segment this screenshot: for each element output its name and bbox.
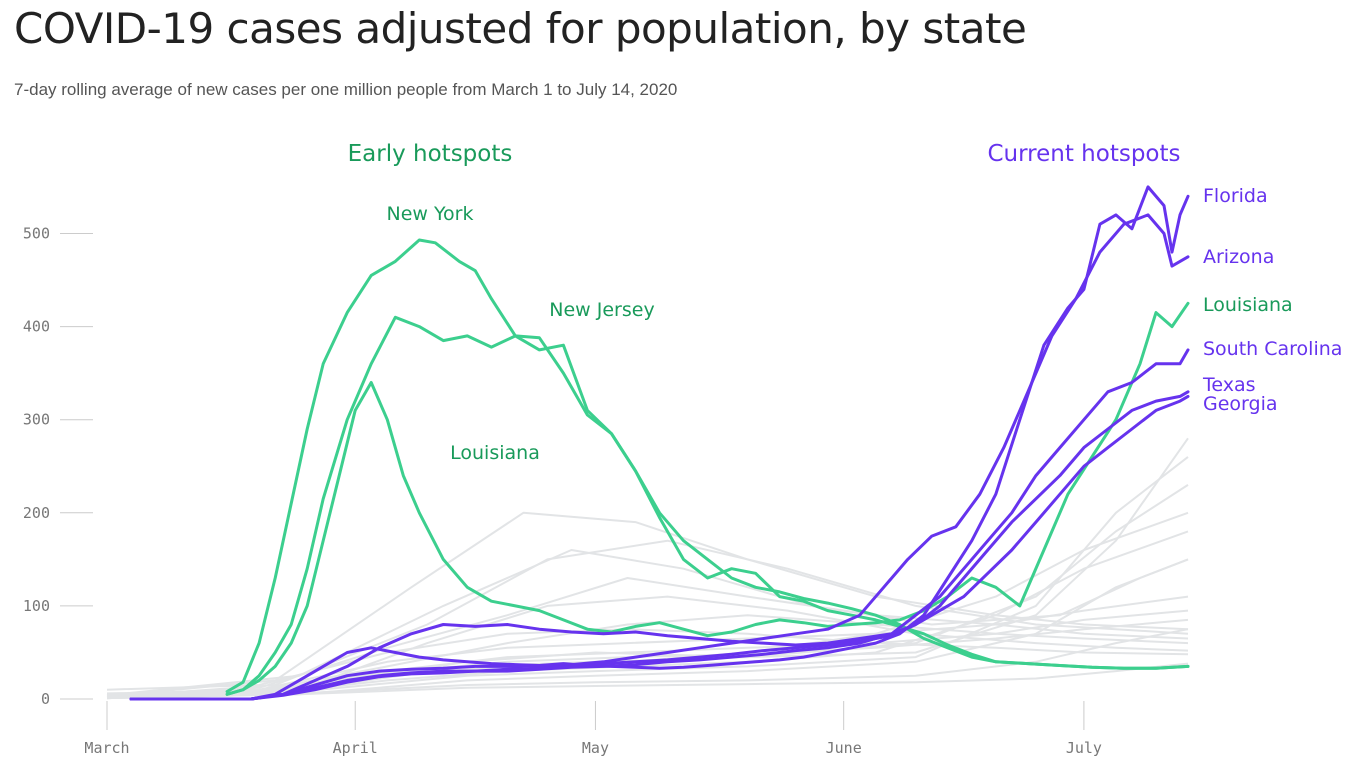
background-state-line (106, 595, 1189, 699)
louisiana-end-label: Louisiana (1203, 294, 1293, 316)
new-jersey-peak-label: New Jersey (549, 299, 654, 321)
annotation-group: Early hotspots Current hotspots (348, 141, 1181, 167)
background-state-line (106, 628, 1189, 700)
y-tick-label: 300 (23, 411, 50, 429)
florida-current-line (129, 185, 1190, 701)
background-state-line (106, 662, 1189, 700)
background-state-line (106, 539, 1189, 699)
background-state-line (106, 456, 1189, 700)
series-label-group: New York New Jersey Louisiana Louisiana Flor… (386, 185, 1342, 464)
y-tick-label: 0 (41, 690, 50, 708)
current-series-group (129, 185, 1190, 701)
florida-end-label: Florida (1203, 185, 1268, 207)
louisiana-peak-label: Louisiana (450, 442, 540, 464)
y-tick-label: 100 (23, 597, 50, 615)
texas-end-label: Texas (1202, 374, 1256, 396)
new-jersey-early-line (225, 315, 1190, 696)
louisiana-early-line (225, 301, 1190, 696)
new-york-peak-label: New York (386, 203, 473, 225)
georgia-current-line (129, 394, 1190, 701)
x-axis: March April May June July (84, 701, 1102, 757)
y-tick-label: 500 (23, 225, 50, 243)
arizona-end-label: Arizona (1203, 246, 1274, 268)
x-tick-label: March (84, 739, 129, 757)
arizona-current-line (129, 213, 1190, 701)
x-tick-label: May (582, 739, 609, 757)
current-hotspots-annotation: Current hotspots (987, 141, 1180, 167)
y-tick-label: 400 (23, 318, 50, 336)
background-state-line (106, 511, 1189, 698)
chart-title: COVID-19 cases adjusted for population, … (14, 4, 1027, 53)
texas-current-line (129, 390, 1190, 701)
early-hotspots-annotation: Early hotspots (348, 141, 513, 167)
x-tick-label: June (826, 739, 862, 757)
background-state-line (106, 437, 1189, 699)
background-state-line (106, 549, 1189, 697)
y-axis: 0 100 200 300 400 500 (23, 225, 93, 708)
x-tick-label: July (1066, 739, 1102, 757)
chart-subtitle: 7-day rolling average of new cases per o… (14, 80, 678, 99)
x-tick-label: April (333, 739, 378, 757)
early-series-group (225, 238, 1190, 696)
y-tick-label: 200 (23, 504, 50, 522)
georgia-end-label: Georgia (1203, 393, 1278, 415)
south-carolina-end-label: South Carolina (1203, 338, 1342, 360)
